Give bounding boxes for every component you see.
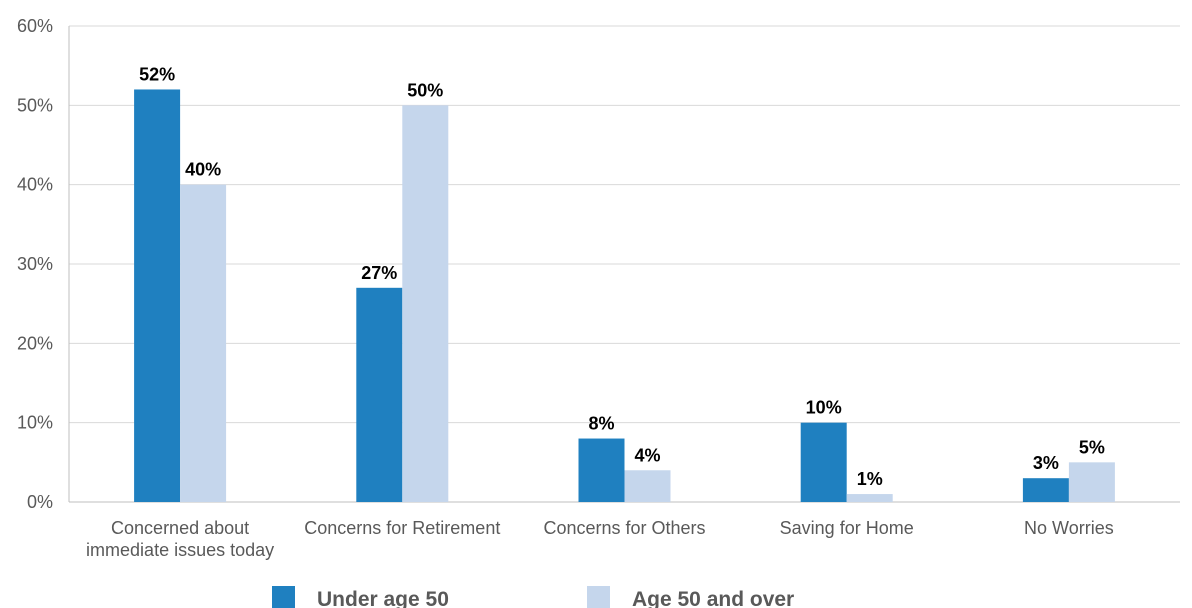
x-tick-label: Concerns for Others (543, 518, 705, 538)
bars (134, 89, 1115, 502)
data-label: 4% (634, 445, 660, 465)
y-tick-label: 10% (17, 413, 53, 433)
legend-label: Under age 50 (317, 588, 449, 608)
data-label: 3% (1033, 453, 1059, 473)
data-labels: 52% 40% 27% 50% 8% 4% 10% 1% 3% 5% (139, 64, 1105, 489)
bar (180, 184, 227, 502)
data-label: 8% (588, 414, 614, 434)
x-tick-label: Saving for Home (780, 518, 914, 538)
y-tick-label: 50% (17, 95, 53, 115)
y-tick-label: 40% (17, 175, 53, 195)
x-tick-label: No Worries (1024, 518, 1114, 538)
data-label: 52% (139, 64, 175, 84)
bar (578, 438, 625, 502)
y-tick-label: 0% (27, 492, 53, 512)
y-tick-label: 30% (17, 254, 53, 274)
bar (846, 494, 893, 502)
legend-label: Age 50 and over (632, 588, 794, 608)
legend: Under age 50 Age 50 and over (272, 586, 794, 608)
y-tick-label: 60% (17, 16, 53, 36)
x-tick-label: immediate issues today (86, 540, 274, 560)
grid (68, 25, 1180, 503)
bar (356, 287, 403, 502)
data-label: 5% (1079, 437, 1105, 457)
x-tick-label: Concerned about (111, 518, 249, 538)
bar (800, 422, 847, 502)
data-label: 10% (806, 398, 842, 418)
x-tick-label: Concerns for Retirement (304, 518, 500, 538)
legend-swatch (272, 586, 295, 608)
data-label: 27% (361, 263, 397, 283)
bar (402, 105, 449, 502)
legend-swatch (587, 586, 610, 608)
data-label: 50% (407, 80, 443, 100)
bar (624, 470, 671, 502)
bar (1022, 478, 1069, 502)
y-axis-ticks: 0% 10% 20% 30% 40% 50% 60% (17, 16, 53, 512)
bar (134, 89, 181, 502)
data-label: 40% (185, 160, 221, 180)
bar (1068, 462, 1115, 502)
data-label: 1% (857, 469, 883, 489)
y-tick-label: 20% (17, 333, 53, 353)
